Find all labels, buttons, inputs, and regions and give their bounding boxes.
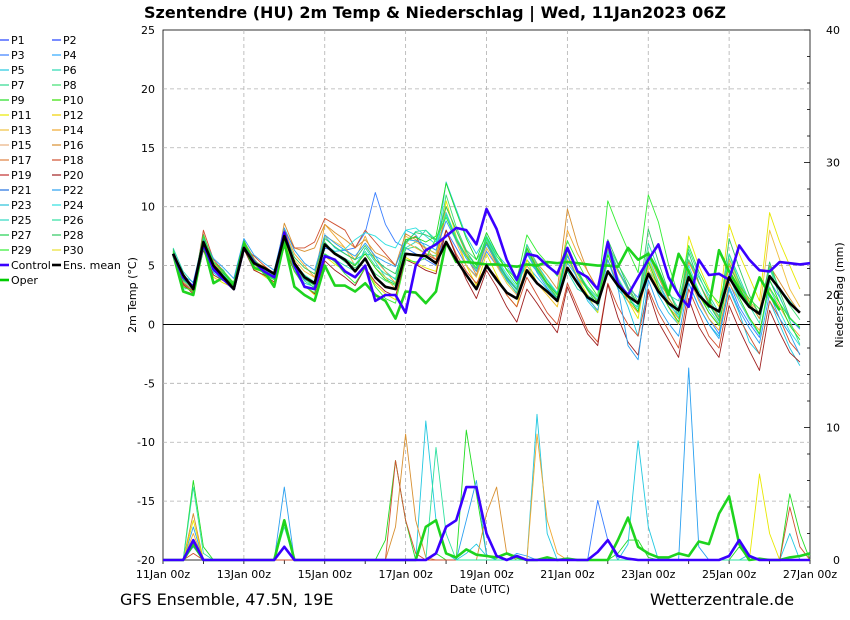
y-tick-label: 5 — [148, 260, 155, 273]
y-tick-label: 20 — [141, 83, 155, 96]
legend-label: P4 — [63, 49, 77, 62]
x-tick-label: 27Jan 00z — [783, 568, 837, 581]
legend-label: P8 — [63, 79, 77, 92]
y-tick-label: -20 — [137, 554, 155, 567]
legend-label: P24 — [63, 199, 84, 212]
legend-label: P18 — [63, 154, 84, 167]
y-tick-label: 10 — [141, 201, 155, 214]
legend-label: P15 — [11, 139, 32, 152]
x-tick-label: 21Jan 00z — [540, 568, 594, 581]
legend-label: Control — [11, 259, 51, 272]
legend-label: P25 — [11, 214, 32, 227]
legend-label: P27 — [11, 229, 32, 242]
legend-label: P3 — [11, 49, 25, 62]
controlprecip-line — [163, 485, 810, 562]
legend-label: P5 — [11, 64, 25, 77]
x-tick-label: 23Jan 00z — [621, 568, 675, 581]
legend-label: Ens. mean — [63, 259, 121, 272]
legend-label: P16 — [63, 139, 84, 152]
y-tick-label: 0 — [148, 318, 155, 331]
member-temp-line — [172, 220, 801, 361]
y-tick-label: 15 — [141, 142, 155, 155]
y2-tick-label: 0 — [833, 554, 840, 567]
legend-label: P17 — [11, 154, 32, 167]
x-tick-label: 15Jan 00z — [298, 568, 352, 581]
y-tick-label: 25 — [141, 24, 155, 37]
legend-label: P6 — [63, 64, 77, 77]
legend-label: P11 — [11, 109, 32, 122]
legend-label: P13 — [11, 124, 32, 137]
opertemp-line — [171, 240, 781, 320]
x-axis-title: Date (UTC) — [450, 583, 510, 596]
chart-title: Szentendre (HU) 2m Temp & Niederschlag |… — [144, 3, 726, 22]
legend-label: P30 — [63, 244, 84, 257]
x-tick-label: 11Jan 00z — [136, 568, 190, 581]
x-tick-label: 13Jan 00z — [217, 568, 271, 581]
y2-tick-label: 20 — [826, 289, 840, 302]
ens-meantemp-line — [171, 234, 801, 316]
legend-label: P21 — [11, 184, 32, 197]
legend-label: P22 — [63, 184, 84, 197]
legend-label: P2 — [63, 34, 77, 47]
legend-label: P20 — [63, 169, 84, 182]
legend-label: P10 — [63, 94, 84, 107]
x-tick-label: 25Jan 00z — [702, 568, 756, 581]
y-tick-label: -5 — [144, 377, 155, 390]
legend-label: P19 — [11, 169, 32, 182]
x-tick-label: 19Jan 00z — [459, 568, 513, 581]
y-tick-label: -10 — [137, 436, 155, 449]
legend-label: P9 — [11, 94, 25, 107]
legend-label: P1 — [11, 34, 25, 47]
x-tick-label: 17Jan 00z — [379, 568, 433, 581]
y2-tick-label: 10 — [826, 422, 840, 435]
legend-label: P28 — [63, 229, 84, 242]
source-caption: Wetterzentrale.de — [650, 590, 795, 609]
y-axis-title: 2m Temp (°C) — [126, 257, 139, 333]
legend-label: P23 — [11, 199, 32, 212]
model-caption: GFS Ensemble, 47.5N, 19E — [120, 590, 334, 609]
legend-label: P26 — [63, 214, 84, 227]
y2-tick-label: 30 — [826, 157, 840, 170]
legend-label: P12 — [63, 109, 84, 122]
legend-label: Oper — [11, 274, 38, 287]
legend-label: P7 — [11, 79, 25, 92]
y-tick-label: -15 — [137, 495, 155, 508]
y2-tick-label: 40 — [826, 24, 840, 37]
legend-label: P14 — [63, 124, 84, 137]
y2-axis-title: Niederschlag (mm) — [833, 242, 846, 347]
legend-label: P29 — [11, 244, 32, 257]
